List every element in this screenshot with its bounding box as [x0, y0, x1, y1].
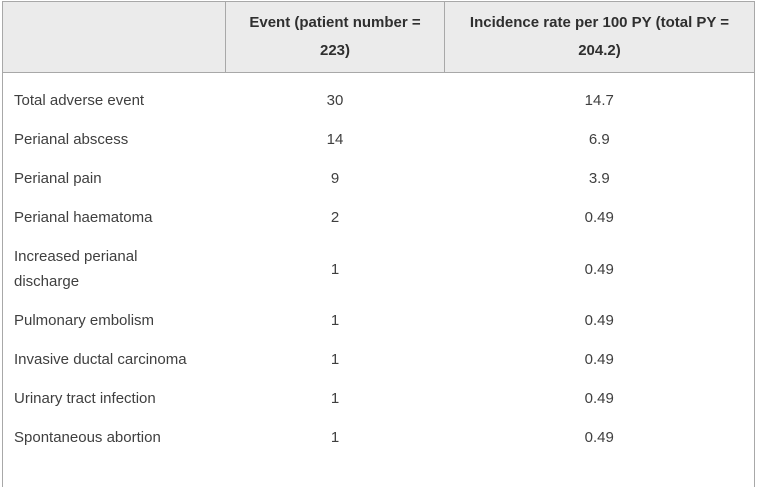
event-count-cell: 1 — [226, 301, 445, 340]
header-row: Event (patient number = 223) Incidence r… — [3, 2, 755, 73]
event-name-cell: Urinary tract infection — [3, 379, 226, 418]
event-name-cell: Perianal abscess — [3, 120, 226, 159]
event-name-cell: Spontaneous abortion — [3, 418, 226, 457]
event-count-cell: 2 — [226, 198, 445, 237]
event-name-cell: Increased perianal discharge — [3, 237, 226, 301]
incidence-rate-cell: 0.49 — [445, 301, 755, 340]
incidence-rate-cell: 14.7 — [445, 73, 755, 121]
event-name-cell: Perianal haematoma — [3, 198, 226, 237]
table-row: Perianal haematoma 2 0.49 — [3, 198, 755, 237]
table-row: Perianal abscess 14 6.9 — [3, 120, 755, 159]
table-row: Urinary tract infection 1 0.49 — [3, 379, 755, 418]
table-row: Perianal pain 9 3.9 — [3, 159, 755, 198]
event-name-cell: Invasive ductal carcinoma — [3, 340, 226, 379]
table-row: Total adverse event 30 14.7 — [3, 73, 755, 121]
header-cell-event: Event (patient number = 223) — [226, 2, 445, 73]
table-row: Pulmonary embolism 1 0.49 — [3, 301, 755, 340]
incidence-rate-cell: 0.49 — [445, 379, 755, 418]
incidence-rate-cell: 0.49 — [445, 198, 755, 237]
table-row: Increased perianal discharge 1 0.49 — [3, 237, 755, 301]
event-name-cell: Perianal pain — [3, 159, 226, 198]
event-count-cell: 1 — [226, 379, 445, 418]
table-bottom-filler — [3, 457, 755, 487]
event-count-cell: 1 — [226, 418, 445, 457]
table-header: Event (patient number = 223) Incidence r… — [3, 2, 755, 73]
header-cell-empty — [3, 2, 226, 73]
incidence-rate-cell: 0.49 — [445, 418, 755, 457]
event-count-cell: 9 — [226, 159, 445, 198]
table-body: Total adverse event 30 14.7 Perianal abs… — [3, 73, 755, 487]
incidence-rate-cell: 0.49 — [445, 340, 755, 379]
event-count-cell: 1 — [226, 237, 445, 301]
event-count-cell: 14 — [226, 120, 445, 159]
header-cell-incidence-rate: Incidence rate per 100 PY (total PY = 20… — [445, 2, 755, 73]
table-row: Spontaneous abortion 1 0.49 — [3, 418, 755, 457]
event-name-cell: Total adverse event — [3, 73, 226, 121]
event-count-cell: 1 — [226, 340, 445, 379]
event-name-cell: Pulmonary embolism — [3, 301, 226, 340]
table-row: Invasive ductal carcinoma 1 0.49 — [3, 340, 755, 379]
event-count-cell: 30 — [226, 73, 445, 121]
incidence-rate-cell: 0.49 — [445, 237, 755, 301]
incidence-rate-cell: 6.9 — [445, 120, 755, 159]
incidence-rate-cell: 3.9 — [445, 159, 755, 198]
table-page: Event (patient number = 223) Incidence r… — [0, 0, 760, 470]
